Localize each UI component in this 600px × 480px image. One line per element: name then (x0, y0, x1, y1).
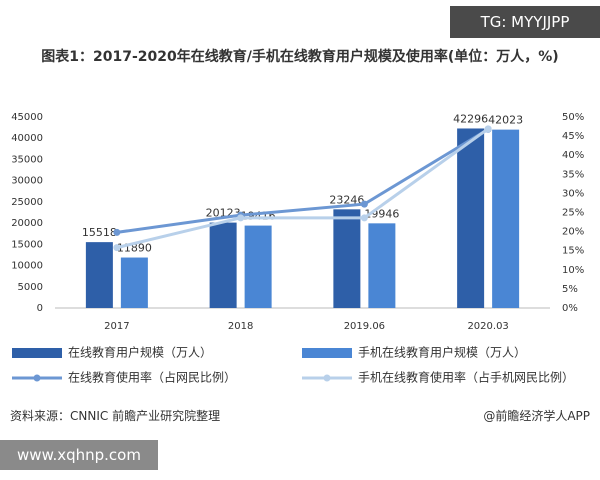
line-marker (237, 214, 245, 222)
y2-tick-label: 15% (562, 246, 584, 257)
legend-label: 在线教育使用率（占网民比例） (68, 370, 236, 385)
line-marker (484, 125, 492, 133)
line-marker (113, 228, 121, 236)
y-tick-label: 5000 (18, 282, 43, 293)
y-tick-label: 10000 (11, 261, 43, 272)
bar (368, 223, 396, 308)
bar (85, 242, 113, 308)
bar-value-label: 42296 (453, 112, 488, 125)
y-tick-label: 35000 (11, 154, 43, 165)
bar-value-label: 42023 (488, 114, 523, 127)
y2-tick-label: 45% (562, 131, 584, 142)
bar (492, 129, 520, 308)
bar (120, 257, 148, 308)
x-tick-label: 2017 (104, 321, 129, 332)
bar (209, 222, 237, 308)
chart-title: 图表1：2017-2020年在线教育/手机在线教育用户规模及使用率(单位：万人，… (41, 49, 559, 65)
legend-swatch (12, 348, 62, 358)
watermark: TG: MYYJJPP (450, 6, 600, 38)
line-marker (360, 214, 368, 222)
y-tick-label: 30000 (11, 176, 43, 187)
x-tick-label: 2020.03 (467, 321, 508, 332)
y2-tick-label: 25% (562, 208, 584, 219)
x-tick-label: 2019.06 (344, 321, 385, 332)
legend-label: 在线教育用户规模（万人） (68, 345, 212, 360)
watermark: www.xqhnp.com (0, 440, 158, 470)
y-tick-label: 20000 (11, 218, 43, 229)
y-tick-label: 25000 (11, 197, 43, 208)
y2-tick-label: 40% (562, 150, 584, 161)
bar (244, 225, 272, 308)
y-tick-label: 15000 (11, 239, 43, 250)
y2-tick-label: 50% (562, 112, 584, 123)
legend-swatch (33, 374, 41, 382)
source: 资料来源：CNNIC 前瞻产业研究院整理 (10, 409, 221, 423)
y2-tick-label: 0% (562, 303, 578, 314)
y-tick-label: 45000 (11, 112, 43, 123)
bar-value-label: 15518 (82, 226, 117, 239)
line (116, 127, 490, 250)
legend-label: 手机在线教育用户规模（万人） (358, 345, 526, 360)
y-tick-label: 0 (37, 303, 43, 314)
legend-label: 手机在线教育使用率（占手机网民比例） (358, 370, 574, 385)
x-tick-label: 2018 (228, 321, 253, 332)
line-marker (360, 200, 368, 208)
legend-swatch (323, 374, 331, 382)
y2-tick-label: 5% (562, 284, 578, 295)
y2-tick-label: 20% (562, 227, 584, 238)
line-marker (113, 244, 121, 252)
bar (457, 128, 485, 308)
y2-tick-label: 10% (562, 265, 584, 276)
y2-tick-label: 30% (562, 188, 584, 199)
y-tick-label: 40000 (11, 133, 43, 144)
bar (333, 209, 361, 308)
line (116, 127, 489, 234)
bar-value-label: 23246 (329, 193, 364, 206)
y2-tick-label: 35% (562, 169, 584, 180)
credit: @前瞻经济学人APP (483, 409, 590, 423)
legend-swatch (302, 348, 352, 358)
